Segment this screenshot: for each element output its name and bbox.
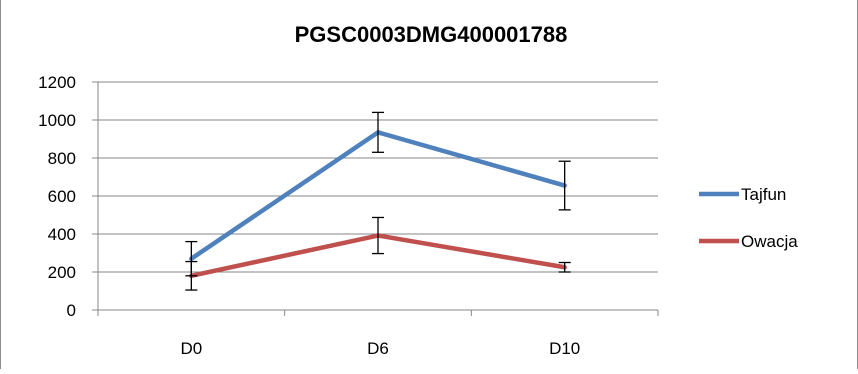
y-tick-label: 0 bbox=[67, 301, 76, 320]
y-tick-label: 200 bbox=[48, 263, 76, 282]
series-group bbox=[185, 111, 571, 291]
y-tick-label: 600 bbox=[48, 187, 76, 206]
legend: Tajfun Owacja bbox=[699, 185, 798, 251]
y-tick-label: 400 bbox=[48, 225, 76, 244]
y-tick-label: 800 bbox=[48, 149, 76, 168]
x-axis-ticks: D0 D6 D10 bbox=[97, 310, 659, 358]
legend-label-owacja: Owacja bbox=[741, 232, 798, 251]
y-tick-label: 1000 bbox=[38, 111, 76, 130]
x-tick-label: D6 bbox=[367, 339, 389, 358]
y-tick-label: 1200 bbox=[38, 73, 76, 92]
x-tick-label: D10 bbox=[549, 339, 580, 358]
legend-label-tajfun: Tajfun bbox=[741, 185, 786, 204]
chart-title: PGSC0003DMG400001788 bbox=[295, 22, 568, 47]
x-tick-label: D0 bbox=[180, 339, 202, 358]
y-axis-ticks: 0 200 400 600 800 1000 1200 bbox=[38, 73, 98, 320]
